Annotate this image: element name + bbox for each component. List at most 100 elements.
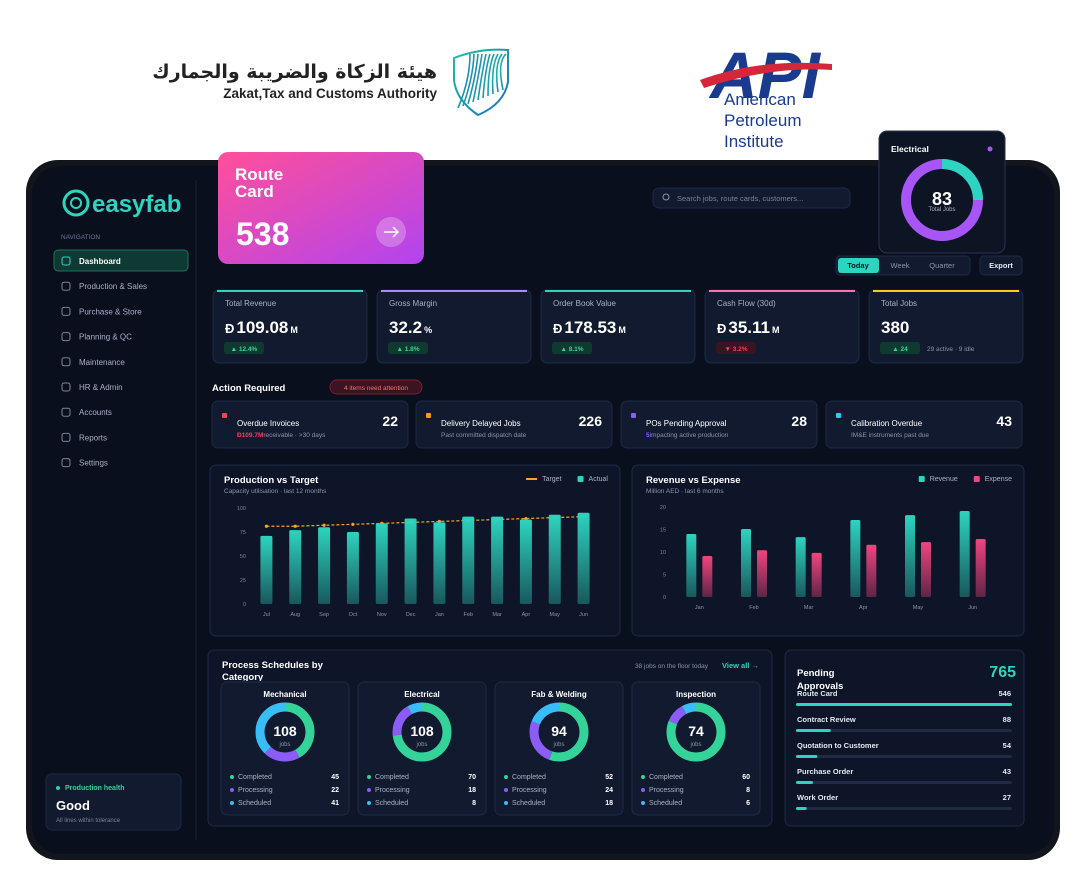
donut-unit: jobs [415, 742, 427, 748]
bar [975, 538, 986, 597]
nav-item[interactable]: Planning & QC [79, 333, 132, 342]
action-value: 43 [996, 413, 1012, 429]
api-text: Petroleum [724, 111, 801, 130]
schedule-card [494, 681, 624, 816]
x-tick-label: Nov [377, 612, 387, 618]
action-dot [836, 413, 841, 418]
x-tick-label: Sep [319, 612, 329, 618]
electrical-value: 83 [932, 189, 952, 209]
nav-item[interactable]: Settings [79, 459, 108, 468]
tab[interactable]: Quarter [929, 261, 955, 270]
approval-bar [796, 781, 814, 784]
donut-segment [392, 702, 452, 762]
bar [260, 535, 273, 604]
approval-name: Route Card [797, 689, 838, 698]
card-title: Inspection [676, 690, 716, 699]
zatca-arabic: هيئة الزكاة والضريبة والجمارك [152, 61, 437, 83]
nav-item[interactable]: Reports [79, 433, 107, 442]
legend-value: 18 [605, 800, 613, 807]
bar [375, 523, 388, 604]
zatca-stripe [482, 53, 491, 99]
nav-icon [61, 256, 71, 266]
legend-label: Processing [375, 787, 410, 794]
x-tick-label: May [550, 612, 561, 618]
zatca-stripe [467, 53, 479, 105]
legend-value: 52 [605, 774, 613, 781]
legend-dot [367, 788, 371, 792]
kpi-change-pill [716, 342, 756, 354]
approval-value: 88 [1003, 715, 1011, 724]
kpi-currency: Đ [553, 321, 562, 336]
legend-label: Completed [238, 774, 272, 781]
zatca-stripe [495, 53, 503, 93]
legend-dot [504, 788, 508, 792]
nav-item[interactable]: Accounts [79, 408, 112, 417]
route-card-title: Route Card [235, 165, 284, 201]
tab[interactable]: Today [847, 261, 869, 270]
kpi-change-pill [224, 342, 264, 354]
action-dot [222, 413, 227, 418]
donut-total: 74 [688, 723, 704, 739]
nav-icon [61, 458, 71, 468]
approval-bar [796, 729, 831, 732]
tab[interactable]: Week [890, 261, 909, 270]
x-tick-label: Dec [406, 612, 416, 618]
nav-item[interactable]: Dashboard [79, 257, 121, 266]
legend-swatch [918, 476, 925, 482]
bar [346, 532, 359, 604]
section-title: Pending Approvals [797, 668, 844, 692]
kpi-accent [217, 290, 363, 292]
api-text: Institute [724, 132, 784, 151]
approval-name: Purchase Order [797, 767, 853, 776]
nav-item[interactable]: HR & Admin [79, 383, 123, 392]
approval-name: Quotation to Customer [797, 741, 879, 750]
action-title: Overdue Invoices [237, 419, 299, 428]
brand-icon [70, 197, 82, 209]
schedule-card [631, 681, 761, 816]
brand-icon [62, 189, 90, 217]
legend-dot [367, 775, 371, 779]
kpi-accent [873, 290, 1019, 292]
kpi-change: ▲ 24 [892, 346, 908, 353]
schedules-note: 38 jobs on the floor today [635, 663, 709, 670]
nav-item[interactable]: Purchase & Store [79, 307, 142, 316]
nav-icon [61, 407, 71, 417]
search-box[interactable] [652, 187, 851, 209]
target-point [293, 524, 297, 528]
kpi-currency: Đ [225, 321, 234, 336]
nav-item[interactable]: Maintenance [79, 358, 125, 367]
search-placeholder: Search jobs, route cards, customers... [677, 194, 803, 203]
legend-value: 24 [605, 787, 613, 794]
bar [404, 518, 417, 604]
action-value: 22 [382, 413, 398, 429]
approval-name: Work Order [797, 793, 838, 802]
action-card [825, 400, 1023, 449]
x-tick-label: Mar [804, 605, 814, 611]
action-note: IM&E instruments past due [851, 432, 929, 439]
kpi-unit: % [424, 325, 432, 335]
view-all[interactable]: View all → [722, 661, 759, 670]
approval-value: 43 [1003, 767, 1011, 776]
legend-value: 70 [468, 774, 476, 781]
chart-subtitle: Capacity utilisation · last 12 months [224, 488, 327, 495]
legend-dot [504, 801, 508, 805]
nav-item[interactable]: Production & Sales [79, 282, 147, 291]
health-title: Production health [65, 785, 125, 792]
action-card [620, 400, 818, 449]
bar [795, 537, 806, 597]
bar [519, 519, 532, 604]
export-button[interactable] [979, 255, 1023, 276]
nav-section: NAVIGATION [61, 234, 100, 241]
action-card [415, 400, 613, 449]
y-tick-label: 20 [660, 505, 666, 511]
x-tick-label: Jun [968, 605, 977, 611]
legend-value: 41 [331, 800, 339, 807]
kpi-note: 29 active · 9 idle [927, 346, 975, 353]
donut-segment [666, 702, 726, 762]
search-icon [662, 193, 670, 201]
bar [741, 529, 751, 597]
x-tick-label: Jan [695, 605, 704, 611]
export[interactable]: Export [989, 261, 1013, 270]
section-title: Process Schedules by Category [222, 660, 323, 681]
approval-bar [796, 703, 1012, 706]
